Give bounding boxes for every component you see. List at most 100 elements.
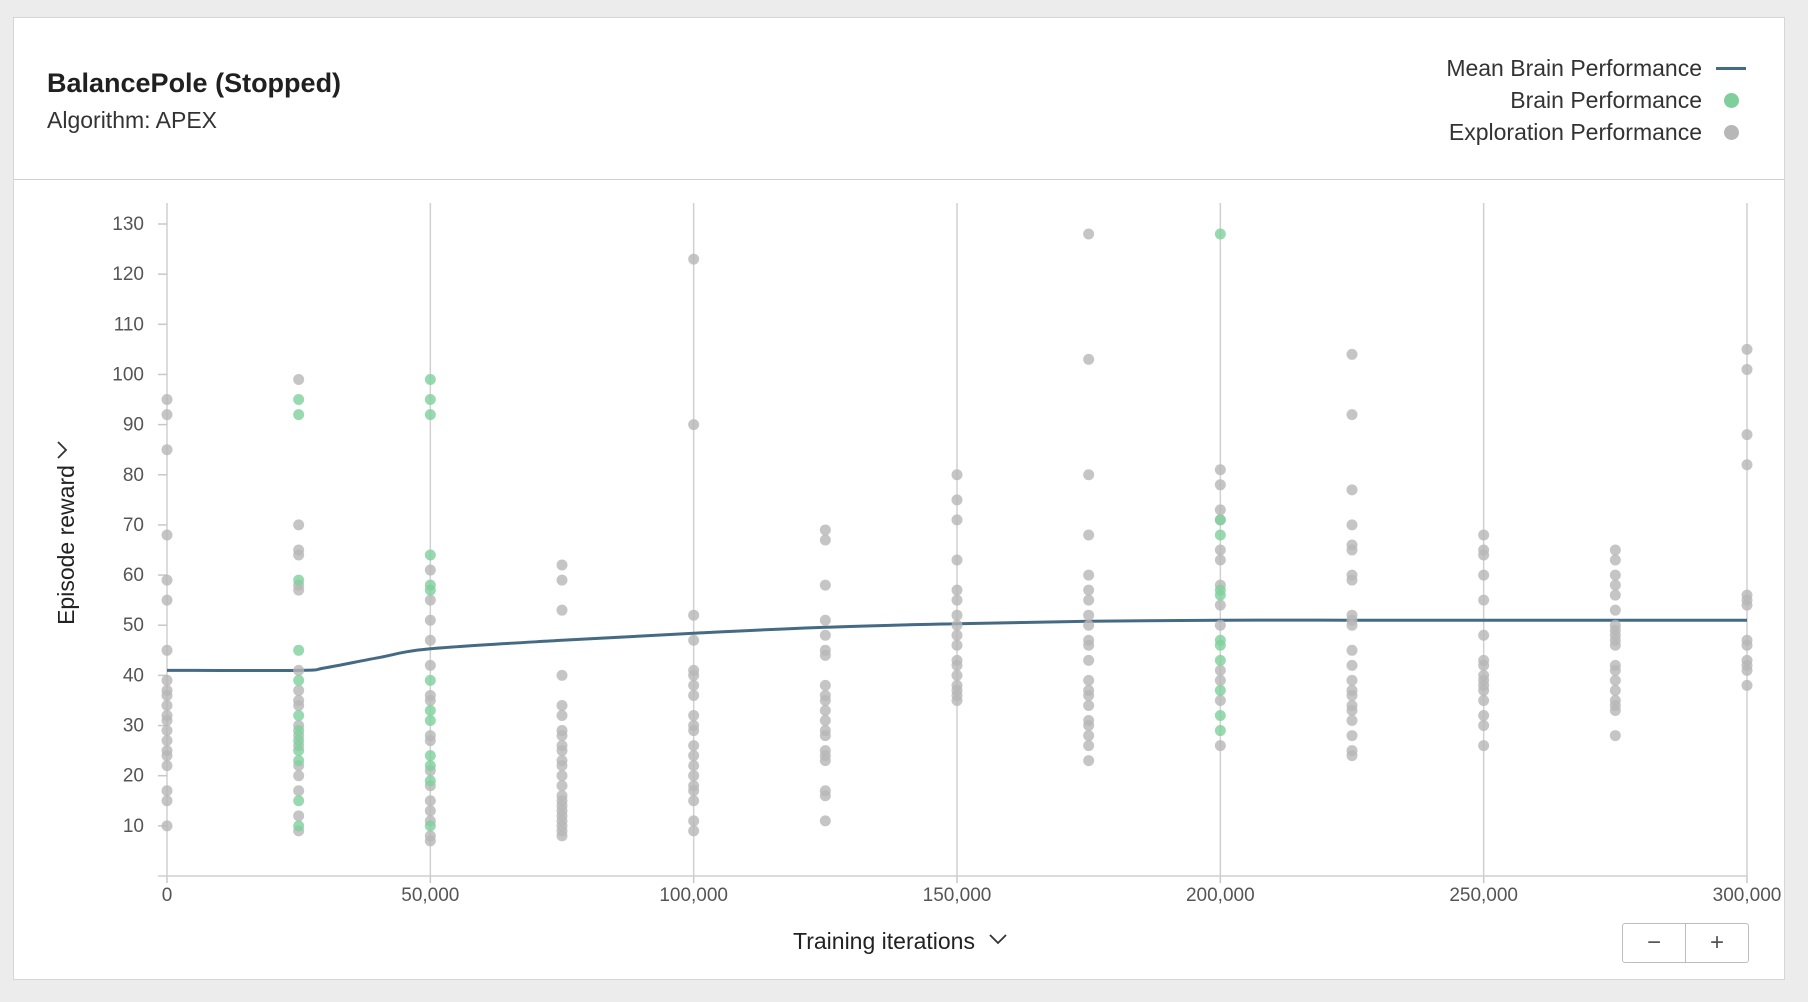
exploration-performance-point: [951, 659, 963, 671]
exploration-performance-point: [1346, 730, 1358, 742]
brain-performance-point: [293, 755, 305, 767]
exploration-performance-point: [688, 795, 700, 807]
exploration-performance-point: [688, 609, 700, 621]
mean-line-layer: [166, 618, 1747, 673]
y-tick-label: 20: [123, 766, 144, 787]
exploration-performance-point: [424, 735, 436, 747]
brain-performance-point: [293, 710, 305, 722]
exploration-performance-point: [424, 634, 436, 646]
x-tick-label: 250,000: [1449, 885, 1518, 906]
brain-performance-point: [424, 409, 436, 421]
exploration-performance-point: [819, 524, 831, 536]
exploration-performance-point: [951, 494, 963, 506]
exploration-performance-point: [1478, 629, 1490, 641]
exploration-performance-point: [556, 830, 568, 842]
brain-performance-point: [293, 795, 305, 807]
brain-performance-point: [1214, 639, 1226, 651]
exploration-performance-point: [1609, 579, 1621, 591]
exploration-performance-point: [1346, 574, 1358, 586]
exploration-performance-point: [688, 770, 700, 782]
exploration-performance-point: [161, 674, 173, 686]
exploration-performance-point: [951, 469, 963, 481]
exploration-performance-point: [1478, 720, 1490, 732]
exploration-performance-point: [161, 699, 173, 711]
x-axis-chevron-down-icon[interactable]: [989, 934, 1007, 945]
exploration-performance-point: [1083, 740, 1095, 752]
brain-performance-point: [424, 549, 436, 561]
exploration-performance-point: [951, 584, 963, 596]
y-tick-label: 90: [123, 415, 144, 436]
exploration-performance-point: [1609, 604, 1621, 616]
y-axis-chevron-down-icon[interactable]: [57, 441, 68, 459]
exploration-performance-point: [951, 629, 963, 641]
x-tick-label: 150,000: [923, 885, 992, 906]
exploration-performance-point: [1478, 569, 1490, 581]
x-axis-title[interactable]: Training iterations: [793, 928, 975, 954]
exploration-performance-point: [161, 409, 173, 421]
brain-performance-point: [1214, 589, 1226, 601]
x-tick-label: 200,000: [1186, 885, 1255, 906]
exploration-performance-point: [1741, 679, 1753, 691]
exploration-performance-point: [1478, 594, 1490, 606]
brain-performance-point: [424, 373, 436, 385]
legend-label: Mean Brain Performance: [1446, 54, 1702, 81]
exploration-performance-point: [161, 820, 173, 832]
zoom-in-button[interactable]: +: [1685, 924, 1748, 962]
exploration-performance-point: [293, 664, 305, 676]
exploration-performance-point: [556, 559, 568, 571]
exploration-performance-point: [688, 750, 700, 762]
exploration-performance-point: [556, 710, 568, 722]
exploration-performance-point: [1083, 353, 1095, 365]
exploration-performance-point: [1609, 639, 1621, 651]
exploration-performance-point: [161, 735, 173, 747]
exploration-performance-point: [1083, 755, 1095, 767]
exploration-performance-point: [1083, 730, 1095, 742]
exploration-performance-point: [424, 835, 436, 847]
exploration-performance-point: [161, 594, 173, 606]
exploration-performance-point: [1083, 639, 1095, 651]
zoom-controls: − +: [1622, 923, 1749, 963]
exploration-performance-point: [819, 579, 831, 591]
exploration-performance-point: [1214, 554, 1226, 566]
exploration-performance-point: [1083, 699, 1095, 711]
y-tick-label: 100: [112, 364, 144, 385]
legend-dot-swatch: [1723, 92, 1739, 108]
exploration-performance-point: [1083, 654, 1095, 666]
exploration-performance-point: [293, 549, 305, 561]
y-tick-label: 40: [123, 665, 144, 686]
y-tick-label: 50: [123, 615, 144, 636]
exploration-performance-point: [1214, 479, 1226, 491]
zoom-out-button[interactable]: −: [1646, 929, 1661, 956]
exploration-performance-point: [1478, 740, 1490, 752]
exploration-performance-point: [819, 815, 831, 827]
brain-performance-point: [1214, 684, 1226, 696]
exploration-performance-point: [556, 770, 568, 782]
exploration-performance-point: [424, 564, 436, 576]
exploration-performance-point: [1478, 659, 1490, 671]
exploration-performance-point: [819, 679, 831, 691]
legend-item-brain-performance[interactable]: Brain Performance: [1446, 84, 1746, 116]
legend-line-swatch: [1716, 66, 1746, 70]
legend-label: Exploration Performance: [1448, 118, 1702, 145]
exploration-performance-point: [161, 689, 173, 701]
exploration-performance-point: [293, 770, 305, 782]
brain-performance-point: [424, 750, 436, 762]
exploration-performance-point: [1478, 710, 1490, 722]
exploration-performance-point: [161, 795, 173, 807]
brain-performance-point: [293, 745, 305, 757]
exploration-performance-point: [951, 619, 963, 631]
exploration-performance-point: [1346, 484, 1358, 496]
exploration-performance-point: [293, 519, 305, 531]
y-tick-label: 70: [123, 515, 144, 536]
exploration-performance-point: [951, 514, 963, 526]
legend-item-exploration-performance[interactable]: Exploration Performance: [1446, 116, 1746, 148]
legend-item-mean-brain-performance[interactable]: Mean Brain Performance: [1446, 52, 1746, 84]
exploration-performance-point: [1478, 684, 1490, 696]
brain-performance-point: [424, 674, 436, 686]
exploration-performance-point: [161, 750, 173, 762]
y-tick-label: 120: [112, 264, 144, 285]
y-axis-title[interactable]: Episode reward: [53, 465, 79, 625]
brain-performance-point: [1214, 514, 1226, 526]
exploration-performance-point: [161, 760, 173, 772]
brain-performance-point: [1214, 228, 1226, 240]
